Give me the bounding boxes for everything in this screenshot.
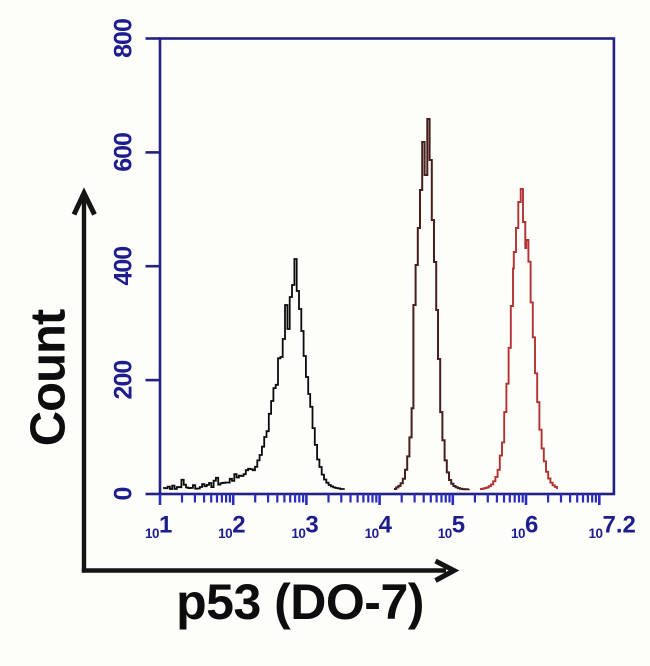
svg-text:800: 800 — [110, 19, 138, 58]
svg-text:1: 1 — [159, 512, 172, 539]
svg-text:0: 0 — [110, 487, 138, 500]
svg-text:Count: Count — [22, 309, 76, 446]
svg-text:10: 10 — [365, 526, 379, 541]
svg-text:7.2: 7.2 — [603, 512, 636, 539]
svg-text:2: 2 — [232, 512, 245, 539]
svg-text:10: 10 — [291, 526, 305, 541]
svg-text:5: 5 — [452, 512, 465, 539]
svg-text:3: 3 — [305, 512, 318, 539]
svg-text:400: 400 — [110, 247, 138, 286]
svg-text:p53 (DO-7): p53 (DO-7) — [176, 574, 424, 630]
svg-text:10: 10 — [588, 526, 602, 541]
svg-text:4: 4 — [379, 512, 393, 539]
svg-text:600: 600 — [110, 133, 138, 172]
svg-text:10: 10 — [511, 526, 525, 541]
svg-text:10: 10 — [218, 526, 232, 541]
svg-text:10: 10 — [145, 526, 159, 541]
svg-text:6: 6 — [525, 512, 538, 539]
svg-text:200: 200 — [110, 361, 138, 400]
svg-text:10: 10 — [438, 526, 452, 541]
